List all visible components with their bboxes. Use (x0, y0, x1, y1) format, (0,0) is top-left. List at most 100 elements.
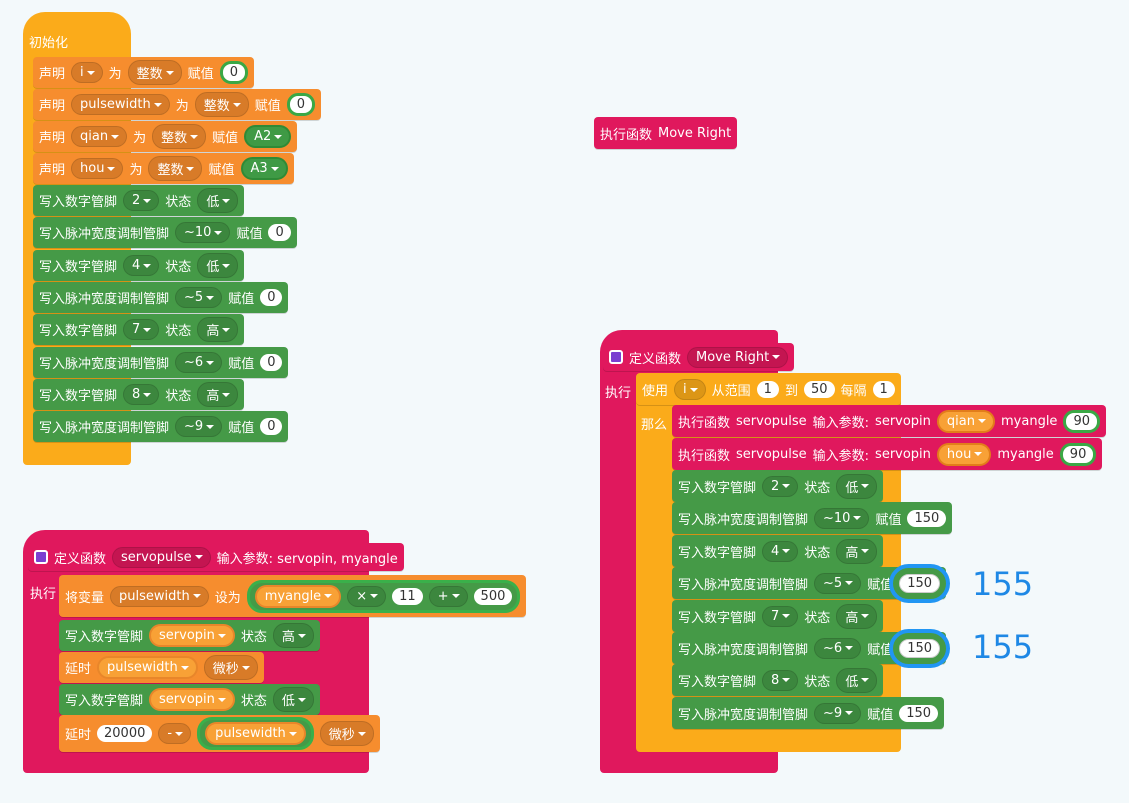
dropdown[interactable]: 高 (836, 538, 878, 564)
dropdown[interactable]: servopulse (112, 546, 211, 568)
number-input[interactable]: 150 (889, 563, 950, 603)
block[interactable]: 写入数字管脚 4 状态低 (33, 250, 245, 281)
number-input[interactable]: 50 (803, 381, 835, 398)
dropdown[interactable]: hou (71, 158, 124, 179)
number-input[interactable]: 0 (268, 224, 291, 241)
dropdown[interactable]: 7 (123, 319, 160, 340)
block[interactable]: 写入脉冲宽度调制管脚 ~9 赋值 150 (672, 697, 945, 729)
block[interactable]: 写入数字管脚 4 状态高 (672, 535, 884, 567)
dropdown[interactable]: i (71, 62, 103, 83)
dropdown[interactable]: × (347, 585, 387, 607)
dropdown[interactable]: 2 (123, 190, 160, 211)
dropdown[interactable]: 4 (123, 255, 160, 276)
dropdown[interactable]: 整数 (152, 124, 207, 149)
expression[interactable]: pulsewidth (197, 717, 314, 750)
dropdown[interactable]: 整数 (127, 60, 182, 85)
variable-dropdown[interactable]: myangle (254, 584, 342, 608)
block[interactable]: 定义函数 Move Right (603, 343, 795, 371)
block[interactable]: 执行函数 servopulse 输入参数: servopin hou myangle 90 (672, 438, 1103, 470)
number-input[interactable]: 0 (260, 418, 283, 435)
block[interactable]: 写入数字管脚 2 状态低 (672, 470, 884, 502)
variable-dropdown[interactable]: pulsewidth (97, 656, 198, 679)
number-input[interactable]: 0 (260, 354, 283, 371)
block[interactable]: 写入脉冲宽度调制管脚 ~10 赋值 150 (672, 502, 953, 534)
dropdown[interactable]: ~9 (814, 702, 862, 724)
dropdown[interactable]: 整数 (148, 156, 203, 181)
dropdown[interactable]: ~10 (814, 507, 870, 529)
block[interactable]: 写入数字管脚 servopin 状态高 (59, 620, 320, 651)
dropdown[interactable]: ~5 (814, 572, 862, 594)
dropdown[interactable]: qian (71, 126, 128, 147)
block[interactable]: 写入脉冲宽度调制管脚 ~5 赋值 0 (33, 282, 289, 313)
dropdown[interactable]: ~6 (175, 352, 223, 373)
number-input[interactable]: 1 (872, 381, 895, 398)
number-input[interactable]: 150 (889, 628, 950, 668)
block[interactable]: 声明 i 为整数 赋值 0 (33, 57, 254, 88)
dropdown[interactable]: i (674, 379, 706, 400)
number-input[interactable]: 0 (260, 289, 283, 306)
block[interactable]: 写入数字管脚 7 状态高 (672, 600, 884, 632)
dropdown[interactable]: 8 (762, 669, 799, 691)
dropdown[interactable]: 低 (836, 667, 878, 693)
block[interactable]: 定义函数 servopulse 输入参数: servopin, myangle (28, 543, 404, 571)
number-input[interactable]: 0 (286, 93, 316, 116)
number-input[interactable]: 1 (756, 381, 779, 398)
dropdown[interactable]: 微秒 (319, 721, 374, 746)
number-input[interactable]: 11 (392, 587, 423, 605)
dropdown[interactable]: pulsewidth (71, 94, 170, 115)
block[interactable]: 声明 hou 为整数 赋值 A3 (33, 153, 294, 184)
block[interactable]: 写入脉冲宽度调制管脚 ~6 赋值 0 (33, 347, 289, 378)
block[interactable]: 写入数字管脚 8 状态高 (33, 379, 245, 410)
expression[interactable]: myangle × 11 +500 (246, 579, 521, 613)
number-input[interactable]: 20000 (97, 725, 153, 742)
number-input[interactable]: 90 (1059, 442, 1097, 466)
block[interactable]: 写入脉冲宽度调制管脚 ~6 赋值 150 (672, 628, 950, 668)
dropdown[interactable]: 高 (272, 623, 314, 648)
dropdown[interactable]: 低 (197, 188, 239, 213)
dropdown[interactable]: ~9 (175, 416, 223, 437)
dropdown[interactable]: 7 (762, 605, 799, 627)
dropdown[interactable]: ~10 (175, 222, 231, 243)
dropdown[interactable]: Move Right (687, 346, 789, 368)
pin-dropdown[interactable]: A2 (244, 125, 292, 148)
number-input[interactable]: 150 (899, 704, 939, 722)
block[interactable]: 写入数字管脚 8 状态低 (672, 664, 884, 696)
block[interactable]: 写入脉冲宽度调制管脚 ~10 赋值 0 (33, 217, 297, 248)
number-input[interactable]: 90 (1063, 409, 1100, 433)
block[interactable]: 写入脉冲宽度调制管脚 ~5 赋值 150 (672, 563, 950, 603)
dropdown[interactable]: 低 (836, 473, 878, 499)
block[interactable]: 声明 pulsewidth 为整数 赋值 0 (33, 89, 322, 120)
dropdown[interactable]: 2 (762, 475, 799, 497)
dropdown[interactable]: 整数 (194, 92, 249, 117)
dropdown[interactable]: ~5 (175, 287, 223, 308)
block[interactable]: 执行函数 servopulse 输入参数: servopin qian myangle 90 (672, 405, 1106, 437)
dropdown[interactable]: ~6 (814, 637, 862, 659)
number-input[interactable]: 500 (473, 587, 513, 605)
dropdown[interactable]: + (428, 585, 468, 607)
variable-dropdown[interactable]: servopin (149, 624, 235, 647)
dropdown[interactable]: 微秒 (203, 655, 258, 680)
dropdown[interactable]: 4 (762, 540, 799, 562)
block[interactable]: 延时 20000- pulsewidth 微秒 (59, 715, 380, 752)
dropdown[interactable]: - (158, 723, 192, 744)
block[interactable]: 延时 pulsewidth 微秒 (59, 652, 264, 683)
block[interactable]: 声明 qian 为整数 赋值 A2 (33, 121, 298, 152)
block[interactable]: 写入数字管脚 servopin 状态低 (59, 684, 320, 715)
dropdown[interactable]: 8 (123, 384, 160, 405)
variable-dropdown[interactable]: pulsewidth (205, 722, 306, 745)
dropdown[interactable]: 高 (836, 603, 878, 629)
block[interactable]: 写入脉冲宽度调制管脚 ~9 赋值 0 (33, 411, 289, 442)
block[interactable]: 使用 i 从范围 1 到 50 每隔 1 (636, 374, 901, 405)
dropdown[interactable]: 低 (272, 687, 314, 712)
block[interactable]: 写入数字管脚 7 状态高 (33, 314, 245, 345)
dropdown[interactable]: 低 (197, 253, 239, 278)
variable-dropdown[interactable]: servopin (149, 688, 235, 711)
variable-dropdown[interactable]: qian (936, 409, 995, 433)
dropdown[interactable]: pulsewidth (110, 585, 209, 607)
dropdown[interactable]: 高 (197, 317, 239, 342)
pin-dropdown[interactable]: A3 (240, 157, 288, 180)
number-input[interactable]: 0 (219, 61, 248, 84)
block[interactable]: 写入数字管脚 2 状态低 (33, 185, 245, 216)
block[interactable]: 执行函数 Move Right (594, 117, 738, 149)
number-input[interactable]: 150 (907, 509, 947, 527)
